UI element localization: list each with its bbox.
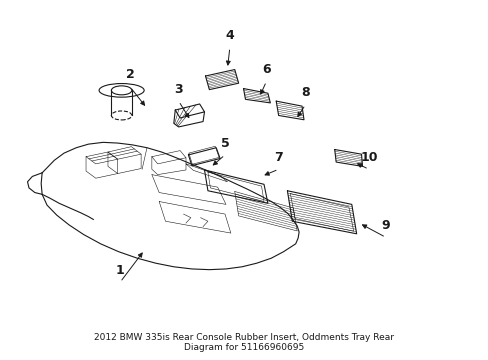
Text: 10: 10 <box>359 151 377 164</box>
Text: 6: 6 <box>262 63 270 76</box>
Text: 1: 1 <box>116 264 124 277</box>
Text: 8: 8 <box>301 86 309 99</box>
Text: 5: 5 <box>220 136 229 149</box>
Text: 3: 3 <box>174 83 183 96</box>
Text: 2: 2 <box>125 68 134 81</box>
Text: 9: 9 <box>381 219 389 232</box>
Text: 4: 4 <box>225 29 234 42</box>
Text: 2012 BMW 335is Rear Console Rubber Insert, Oddments Tray Rear
Diagram for 511669: 2012 BMW 335is Rear Console Rubber Inser… <box>94 333 394 352</box>
Text: 7: 7 <box>274 151 283 164</box>
